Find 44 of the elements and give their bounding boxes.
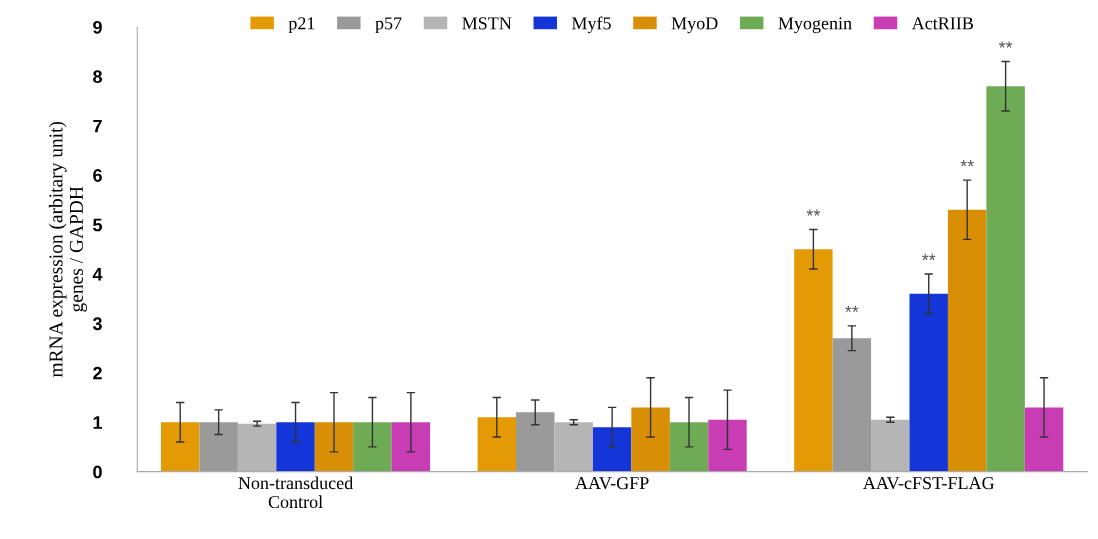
legend-label: ActRIIB (911, 17, 973, 30)
legend-label: Myogenin (778, 17, 852, 34)
y-tick-label: 8 (93, 70, 102, 84)
bar (1024, 407, 1064, 472)
bar (592, 427, 632, 472)
bar (276, 422, 315, 472)
bar (477, 417, 517, 472)
y-tick-label: 9 (93, 20, 102, 34)
bar (199, 422, 238, 472)
bar (160, 422, 200, 472)
data-label: ** (806, 209, 821, 216)
bar (516, 412, 555, 472)
legend-label: MSTN (462, 17, 512, 30)
y-tick-label: 1 (93, 416, 103, 429)
y-tick-label: 5 (93, 218, 103, 232)
bar (708, 419, 747, 472)
bar (391, 422, 431, 472)
data-label: ** (845, 305, 859, 313)
x-tick-label: AAV-cFST-FLAG (863, 477, 995, 490)
bar (832, 338, 872, 472)
x-tick-label: Non-transduced Control (238, 476, 353, 509)
legend-label: MyoD (671, 17, 718, 34)
bar (947, 209, 987, 472)
legend-label: Myf5 (571, 16, 611, 34)
bar (669, 422, 709, 472)
data-label: ** (921, 253, 936, 261)
data-label: ** (998, 41, 1013, 48)
data-label: ** (960, 159, 974, 167)
y-tick-label: 2 (93, 366, 102, 380)
bar (909, 293, 948, 472)
y-tick-label: 4 (92, 268, 103, 281)
bar (631, 407, 670, 472)
bar (794, 249, 833, 472)
y-tick-label: 6 (93, 169, 102, 182)
legend-label: p21 (288, 17, 315, 34)
y-tick-label: 0 (93, 465, 102, 479)
bar (353, 422, 392, 472)
bar (314, 422, 354, 472)
y-axis-title: mRNA expression (arbitary unit) genes / GAPDH (48, 121, 87, 378)
legend-label: p57 (375, 17, 402, 34)
x-tick-label: AAV-GFP (575, 477, 649, 490)
bar (986, 86, 1025, 472)
y-tick-label: 7 (93, 119, 102, 133)
y-tick-label: 3 (92, 317, 102, 331)
